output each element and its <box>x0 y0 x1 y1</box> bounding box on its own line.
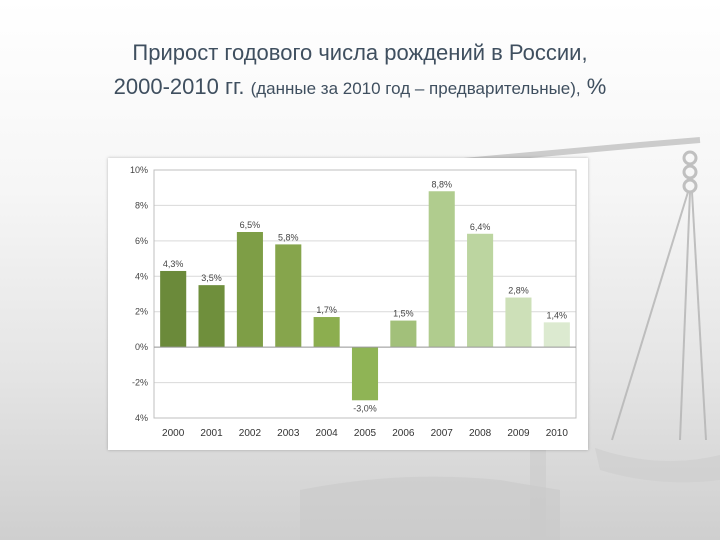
chart-panel: 10% 8% 6% 4% 2% 0% -2% 4% 4,3% 2000 3,5% 2001 6,5% 20… <box>108 158 588 450</box>
title-years: 2000-2010 гг. <box>113 74 245 99</box>
bar <box>198 285 225 348</box>
bar <box>275 244 302 348</box>
x-tick-label: 2009 <box>507 428 530 439</box>
y-tick-label: 4% <box>135 271 148 281</box>
x-tick-label: 2003 <box>277 428 300 439</box>
data-label: 6,4% <box>470 222 491 232</box>
bar <box>467 233 494 348</box>
plot-frame <box>153 169 577 419</box>
title-line-1: Прирост годового числа рождений в России… <box>132 40 588 65</box>
slide-title: Прирост годового числа рождений в России… <box>0 36 720 106</box>
data-label: -3,0% <box>353 403 377 413</box>
x-tick-label: 2000 <box>162 428 185 439</box>
title-unit: % <box>586 74 607 99</box>
data-label: 1,5% <box>393 309 414 319</box>
bar <box>543 322 570 348</box>
data-label: 8,8% <box>431 179 452 189</box>
title-note: (данные за 2010 год – предварительные), <box>250 79 581 98</box>
y-tick-label: -2% <box>132 378 148 388</box>
x-tick-label: 2001 <box>200 428 223 439</box>
x-tick-label: 2007 <box>431 428 454 439</box>
data-label: 6,5% <box>240 220 261 230</box>
bar <box>428 191 455 348</box>
x-tick-label: 2006 <box>392 428 415 439</box>
bar <box>236 232 263 348</box>
y-tick-label: 6% <box>135 236 148 246</box>
data-label: 2,8% <box>508 286 529 296</box>
x-tick-label: 2002 <box>239 428 262 439</box>
bar <box>313 317 340 348</box>
bar <box>160 270 187 348</box>
y-tick-label: 0% <box>135 342 148 352</box>
x-tick-label: 2004 <box>316 428 339 439</box>
data-label: 1,7% <box>316 305 337 315</box>
title-line-2: 2000-2010 гг. (данные за 2010 год – пред… <box>0 70 720 106</box>
data-label: 1,4% <box>547 310 568 320</box>
bar-chart: 10% 8% 6% 4% 2% 0% -2% 4% 4,3% 2000 3,5% 2001 6,5% 20… <box>130 165 577 439</box>
y-tick-label: 4% <box>135 413 148 423</box>
x-tick-label: 2005 <box>354 428 377 439</box>
y-tick-label: 10% <box>130 165 148 175</box>
bar <box>505 297 532 348</box>
data-label: 4,3% <box>163 259 184 269</box>
data-label: 5,8% <box>278 232 299 242</box>
y-tick-label: 8% <box>135 200 148 210</box>
bar <box>351 347 379 401</box>
x-tick-label: 2010 <box>546 428 569 439</box>
y-tick-label: 2% <box>135 307 148 317</box>
bar <box>390 320 417 348</box>
x-tick-label: 2008 <box>469 428 492 439</box>
data-label: 3,5% <box>201 273 222 283</box>
